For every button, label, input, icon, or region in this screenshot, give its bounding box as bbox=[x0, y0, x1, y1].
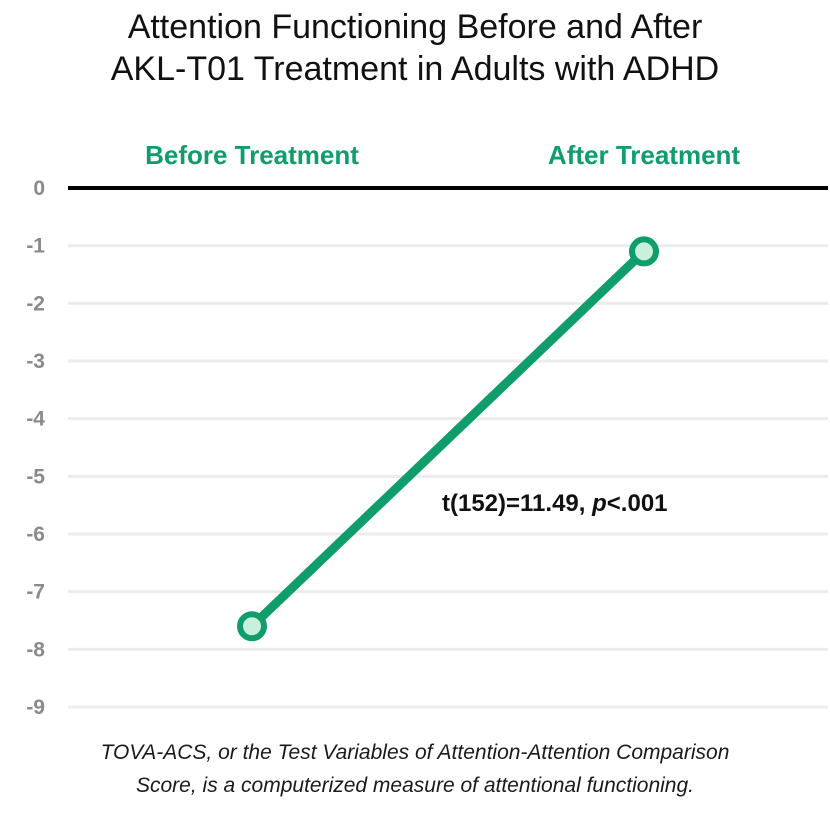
chart-title-line-1: Attention Functioning Before and After bbox=[127, 8, 703, 46]
series-line bbox=[247, 246, 649, 631]
footnote: TOVA-ACS, or the Test Variables of Atten… bbox=[0, 736, 830, 802]
y-tick-label: 0 bbox=[33, 177, 45, 200]
y-tick-label: -1 bbox=[26, 235, 45, 258]
data-point bbox=[629, 236, 659, 267]
y-tick-label: -4 bbox=[26, 408, 45, 431]
footnote-line-1: TOVA-ACS, or the Test Variables of Atten… bbox=[100, 741, 730, 764]
y-tick-label: -2 bbox=[26, 292, 45, 315]
footnote-line-2: Score, is a computerized measure of atte… bbox=[136, 774, 694, 797]
y-tick-label: -3 bbox=[26, 350, 45, 373]
y-tick-label: -7 bbox=[26, 581, 45, 604]
chart-plot: 0 -1 -2 -3 -4 -5 -6 -7 -8 -9 Before Treatment After… bbox=[26, 140, 828, 719]
y-tick-label: -6 bbox=[26, 523, 45, 546]
stat-annotation: t(152)=11.49, p<.001 bbox=[442, 490, 668, 517]
category-label: After Treatment bbox=[548, 140, 740, 170]
y-tick-label: -5 bbox=[26, 465, 45, 488]
chart-title-line-2: AKL-T01 Treatment in Adults with ADHD bbox=[110, 50, 720, 88]
y-tick-label: -8 bbox=[26, 638, 45, 661]
y-tick-label: -9 bbox=[26, 696, 45, 719]
chart-title: Attention Functioning Before and After A… bbox=[0, 6, 830, 90]
category-label: Before Treatment bbox=[145, 140, 359, 170]
data-point bbox=[237, 611, 267, 642]
